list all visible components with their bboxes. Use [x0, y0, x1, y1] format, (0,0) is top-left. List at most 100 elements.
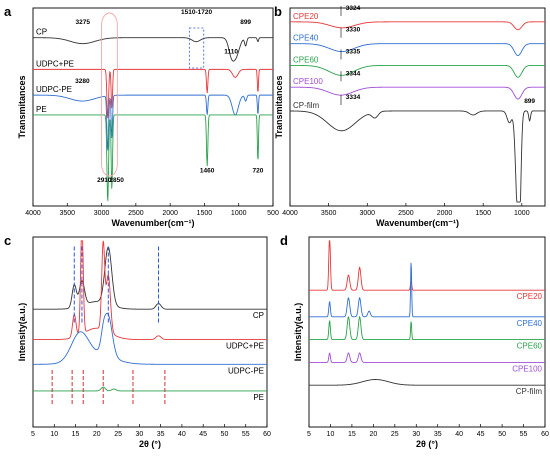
annotation-label: 1510-1720 — [181, 9, 212, 16]
x-tick-label: 25 — [391, 431, 399, 438]
series-line-cp — [33, 37, 273, 62]
series-line-cp-film — [309, 379, 545, 386]
panel-letter: b — [274, 4, 282, 19]
x-tick-label: 15 — [348, 431, 356, 438]
y-axis-title: Intensity(a.u.) — [17, 303, 27, 362]
series-line-cpe60 — [309, 315, 545, 341]
series-line-cpe20 — [290, 21, 545, 31]
series-line-udpc-pe — [33, 68, 273, 119]
annotation-label: 3280 — [75, 78, 90, 85]
y-axis-title: Intensity(a.u.) — [293, 303, 303, 362]
x-tick-label: 4000 — [25, 210, 41, 217]
panel-d: d 5 10 15 20 25 30 35 40 45 50 55 60 2θ (°) Intensity(… — [280, 233, 549, 449]
plot-frame — [289, 7, 546, 207]
series-label: PE — [253, 393, 264, 402]
x-tick-label: 5 — [31, 431, 35, 438]
series-line-cp-film — [290, 110, 545, 203]
x-tick-label: 4000 — [282, 210, 298, 217]
x-axis-title: Wavenumber(cm⁻¹) — [112, 218, 195, 228]
x-tick-label: 3500 — [321, 210, 337, 217]
series-label: CP-film — [293, 101, 320, 110]
x-tick-label: 45 — [199, 431, 207, 438]
series-line-cpe100 — [290, 86, 545, 100]
x-tick-label: 20 — [93, 431, 101, 438]
panel-letter: a — [4, 4, 12, 19]
y-axis-title: Transmitances — [274, 75, 284, 138]
series-label: CPE40 — [293, 34, 319, 43]
panel-a: a 4000 3500 3000 2500 2000 1500 1000 500 Wavenumb… — [4, 4, 279, 228]
x-tick-label: 1500 — [475, 210, 491, 217]
panel-c: c 5 10 15 20 25 30 35 40 45 50 55 60 2θ (°) Intensity(… — [4, 233, 271, 449]
series-line-cpe40 — [309, 262, 545, 318]
x-tick-label: 2500 — [128, 210, 144, 217]
plot-frame — [32, 236, 268, 428]
x-tick-label: 55 — [520, 431, 528, 438]
annotation-label: 3344 — [346, 70, 361, 77]
x-axis-title: Wavenumber(cm⁻¹) — [376, 218, 459, 228]
series-label: PE — [36, 105, 47, 114]
series-label: UDPC+PE — [226, 342, 264, 351]
x-tick-label: 10 — [327, 431, 335, 438]
x-tick-label: 15 — [72, 431, 80, 438]
x-tick-label: 3000 — [359, 210, 375, 217]
annotation-label: 3330 — [346, 27, 361, 34]
x-tick-label: 3000 — [94, 210, 110, 217]
annotation-label: 1460 — [200, 167, 215, 174]
x-tick-label: 35 — [157, 431, 165, 438]
x-axis-title: 2θ (°) — [416, 439, 438, 449]
x-tick-label: 30 — [135, 431, 143, 438]
series-label: CPE20 — [517, 292, 543, 301]
annotation-label: 2910 — [97, 177, 112, 184]
x-tick-label: 2500 — [398, 210, 414, 217]
annotation-label: 3335 — [346, 49, 361, 56]
series-line-cp — [33, 246, 267, 310]
y-axis-title: Transmitances — [17, 75, 27, 138]
annotation-label: 899 — [524, 98, 535, 105]
x-tick-label: 35 — [434, 431, 442, 438]
x-tick-label: 2000 — [162, 210, 178, 217]
series-label: CPE100 — [512, 364, 542, 373]
x-tick-label: 50 — [221, 431, 229, 438]
series-label: CPE60 — [293, 55, 319, 64]
x-tick-label: 60 — [541, 431, 549, 438]
series-label: UDPC+PE — [36, 59, 74, 68]
x-tick-label: 20 — [369, 431, 377, 438]
series-label: CP-film — [516, 387, 543, 396]
annotation-label: 2850 — [109, 177, 124, 184]
series-label: CP — [253, 311, 264, 320]
x-tick-label: 30 — [412, 431, 420, 438]
series-label: UDPC-PE — [36, 85, 72, 94]
series-line-udpc-pe — [33, 240, 267, 341]
series-line-cpe20 — [309, 240, 545, 291]
series-line-pe — [33, 114, 273, 201]
panel-b: b 4000 3500 3000 2500 2000 1500 1000 Wavenumber(… — [274, 4, 546, 228]
series-line-cpe100 — [309, 352, 545, 363]
x-tick-label: 55 — [242, 431, 250, 438]
x-tick-label: 40 — [178, 431, 186, 438]
series-line-pe — [33, 386, 267, 392]
series-label: CP — [36, 28, 47, 37]
x-tick-label: 1500 — [197, 210, 213, 217]
highlight-ellipse — [101, 12, 118, 177]
x-tick-label: 50 — [498, 431, 506, 438]
dashed-box — [188, 27, 205, 69]
x-tick-label: 500 — [267, 210, 279, 217]
annotation-label: 3324 — [346, 5, 361, 12]
annotation-label: 1110 — [224, 49, 238, 56]
x-tick-label: 2000 — [437, 210, 453, 217]
series-line-cpe40 — [290, 43, 545, 56]
series-line-udpc-pe — [33, 312, 267, 365]
series-label: UDPC-PE — [228, 366, 264, 375]
plot-frame — [32, 7, 274, 207]
annotation-label: 899 — [240, 19, 251, 26]
x-tick-label: 5 — [307, 431, 311, 438]
series-line-udpc-pe — [33, 94, 273, 151]
x-tick-label: 40 — [455, 431, 463, 438]
panel-letter: c — [4, 233, 11, 248]
x-tick-label: 45 — [477, 431, 485, 438]
plot-frame — [308, 236, 546, 428]
x-tick-label: 3500 — [59, 210, 75, 217]
annotation-label: 3275 — [75, 19, 90, 26]
annotation-label: 3334 — [346, 94, 361, 101]
x-tick-label: 25 — [114, 431, 122, 438]
